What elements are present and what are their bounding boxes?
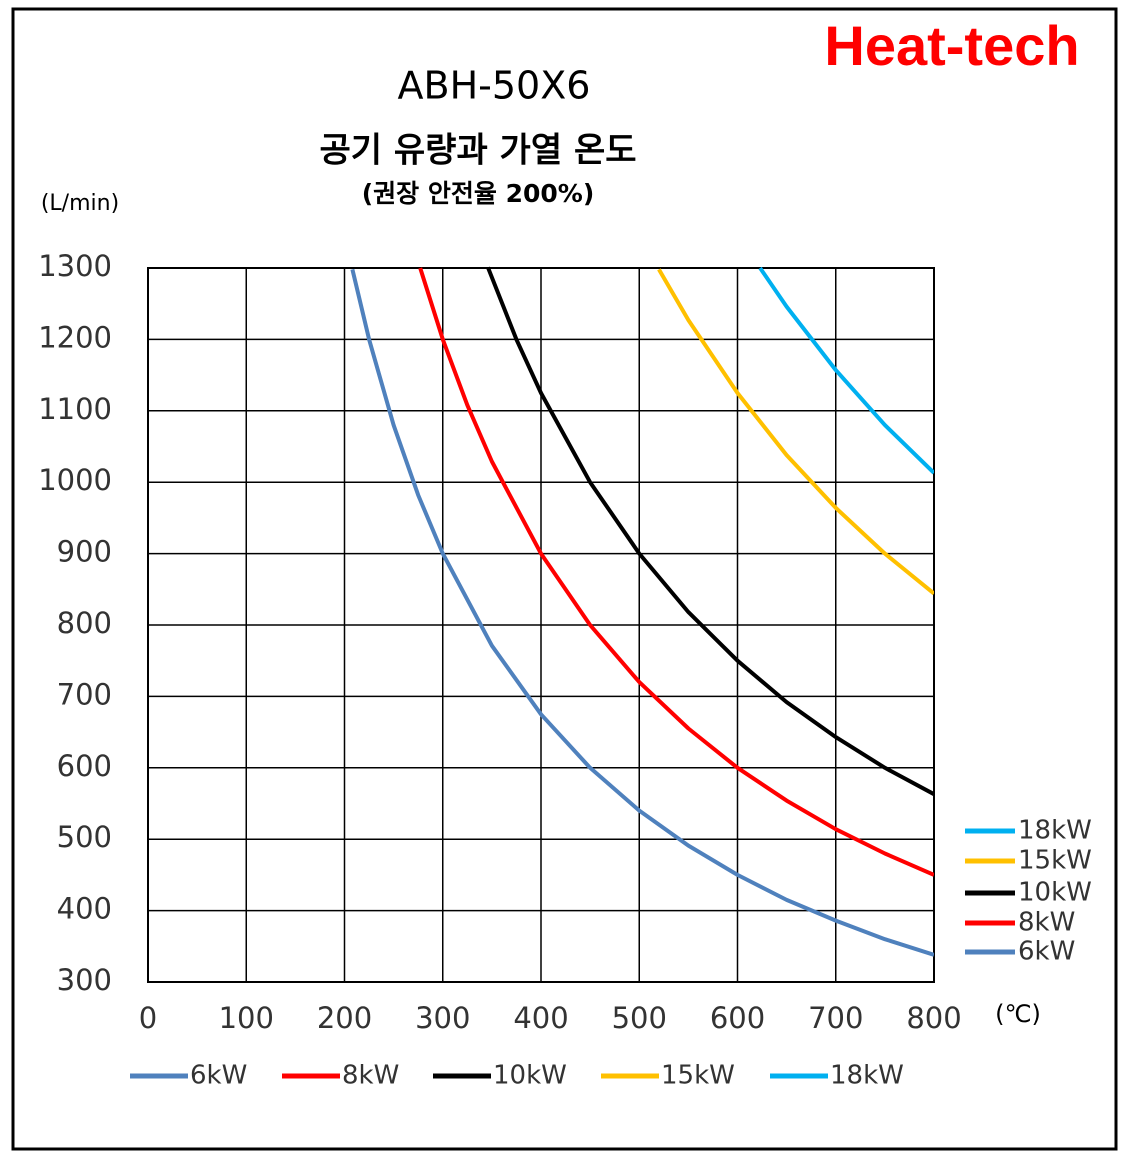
x-tick-label: 800 — [906, 1001, 961, 1035]
y-tick-label: 400 — [57, 892, 112, 926]
x-tick-label: 200 — [317, 1001, 372, 1035]
series-line — [758, 266, 934, 475]
y-tick-label: 1100 — [38, 392, 112, 426]
y-tick-label: 300 — [57, 963, 112, 997]
y-tick-label: 1200 — [38, 320, 112, 354]
x-tick-label: 300 — [415, 1001, 470, 1035]
y-tick-label: 700 — [57, 677, 112, 711]
series-line — [657, 268, 934, 596]
x-tick-label: 700 — [808, 1001, 863, 1035]
chart-subtitle: 공기 유량과 가열 온도 — [319, 131, 636, 171]
frame — [11, 7, 1118, 1151]
legend-label: 15kW — [661, 1061, 735, 1091]
y-tick-label: 800 — [57, 606, 112, 640]
series-line — [350, 268, 934, 957]
series-line — [418, 267, 934, 877]
legend-label: 8kW — [1018, 908, 1075, 938]
legend-label: 10kW — [1018, 878, 1092, 908]
y-tick-label: 500 — [57, 820, 112, 854]
chart-title: ABH-50X6 — [398, 64, 591, 108]
legend-label: 18kW — [1018, 816, 1092, 846]
legend-label: 10kW — [493, 1061, 567, 1091]
x-tick-label: 500 — [612, 1001, 667, 1035]
legend-label: 6kW — [1018, 937, 1075, 967]
legend-label: 6kW — [190, 1061, 247, 1091]
series-line — [486, 266, 934, 796]
y-tick-label: 600 — [57, 749, 112, 783]
legend-label: 15kW — [1018, 846, 1092, 876]
x-tick-label: 100 — [219, 1001, 274, 1035]
chart-note: (권장 안전율 200%) — [362, 179, 595, 208]
x-tick-label: 400 — [513, 1001, 568, 1035]
x-axis-label: (℃) — [995, 1000, 1041, 1028]
y-axis-label: (L/min) — [41, 191, 119, 216]
brand-logo: Heat-tech — [824, 14, 1079, 77]
y-tick-label: 900 — [57, 535, 112, 569]
legend-label: 18kW — [830, 1061, 904, 1091]
y-tick-label: 1000 — [38, 463, 112, 497]
x-tick-label: 0 — [139, 1001, 157, 1035]
x-tick-label: 600 — [710, 1001, 765, 1035]
legend-label: 8kW — [342, 1061, 399, 1091]
y-tick-label: 1300 — [38, 249, 112, 283]
